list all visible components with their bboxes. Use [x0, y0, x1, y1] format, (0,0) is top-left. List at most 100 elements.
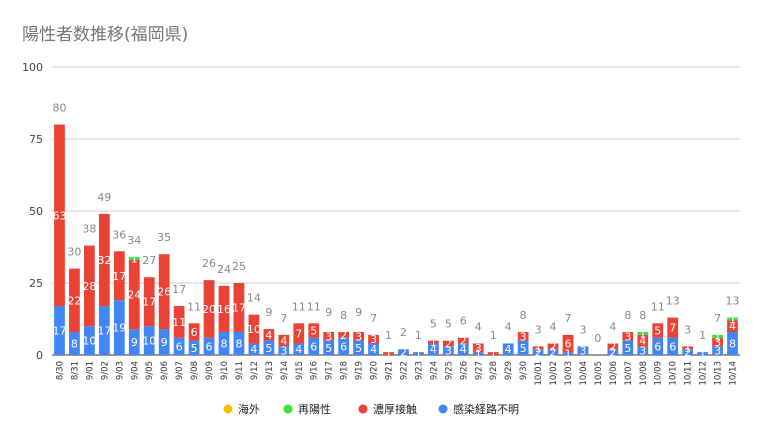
segment-label: 6 [310, 340, 317, 353]
total-label: 36 [112, 228, 126, 241]
bar-segment [218, 285, 230, 332]
x-tick-label: 9/13 [265, 361, 275, 380]
segment-label: 8 [235, 337, 242, 350]
bar-segment [428, 343, 439, 355]
x-tick-label: 9/03 [115, 361, 125, 380]
segment-label: 63 [52, 209, 66, 222]
bar-segment [308, 337, 320, 355]
total-label: 4 [505, 320, 512, 333]
bar-segment [173, 337, 185, 355]
segment-label: 1 [565, 348, 572, 361]
y-tick-label: 50 [29, 205, 43, 218]
bar-segment [128, 259, 140, 330]
bar-segment [532, 346, 544, 350]
total-label: 11 [292, 300, 306, 313]
segment-label: 8 [729, 337, 736, 350]
x-tick-label: 9/08 [190, 361, 200, 380]
bar-segment [293, 323, 305, 344]
x-tick-label: 10/04 [579, 361, 589, 386]
x-tick-label: 9/01 [85, 361, 95, 380]
segment-label: 2 [550, 346, 557, 359]
total-label: 1 [385, 329, 392, 342]
bar-segment [338, 337, 350, 355]
segment-label: 3 [325, 330, 332, 343]
x-tick-label: 10/11 [684, 361, 694, 386]
bar-segment [457, 343, 469, 355]
bar-segment [173, 306, 185, 338]
bar-segment [442, 340, 454, 347]
bar-segment [652, 323, 664, 338]
x-tick-label: 9/22 [399, 361, 409, 380]
total-label: 24 [217, 263, 231, 276]
bar-segment [293, 343, 305, 355]
legend-marker [438, 404, 448, 414]
total-label: 13 [666, 295, 680, 308]
bar-segment [248, 314, 260, 344]
x-tick-label: 10/06 [609, 361, 619, 386]
segment-label: 4 [250, 343, 257, 356]
legend-marker [283, 404, 293, 414]
x-tick-label: 10/07 [624, 361, 634, 386]
bar-segment [562, 334, 574, 353]
segment-label: 1 [490, 348, 497, 361]
segment-label: 1 [714, 330, 721, 343]
bar-segment [727, 317, 738, 321]
x-tick-label: 9/04 [130, 361, 140, 380]
segment-label: 6 [565, 337, 572, 350]
x-tick-label: 10/02 [549, 361, 559, 386]
bar-segment [652, 337, 664, 355]
x-tick-label: 10/03 [564, 361, 574, 386]
total-label: 25 [232, 260, 246, 273]
total-label: 17 [172, 283, 186, 296]
segment-label: 1 [430, 336, 437, 349]
legend-label: 海外 [238, 402, 260, 416]
x-tick-label: 9/20 [370, 361, 380, 380]
bar-segment [263, 340, 275, 355]
total-label: 4 [550, 320, 557, 333]
bar-segment [457, 337, 469, 344]
bar-segment [637, 334, 649, 347]
bar-segment [308, 323, 320, 338]
bar-segment [517, 331, 529, 341]
legend: 海外 再陽性 濃厚接触 感染経路不明 [223, 402, 519, 416]
x-tick-label: 10/13 [714, 361, 724, 386]
bar-segment [667, 317, 679, 338]
total-label: 8 [520, 309, 527, 322]
x-tick-label: 9/17 [325, 361, 335, 380]
segment-label: 8 [221, 337, 228, 350]
x-tick-label: 10/14 [729, 361, 739, 386]
segment-label: 5 [654, 325, 661, 338]
segment-label: 4 [370, 343, 377, 356]
bar-segment [323, 331, 335, 341]
segment-label: 2 [460, 335, 467, 348]
segment-label: 1 [385, 348, 392, 361]
total-label: 7 [714, 312, 721, 325]
bar-segment [383, 352, 394, 355]
y-tick-label: 0 [36, 349, 43, 362]
bar-segment [188, 340, 200, 355]
bar-segment [547, 349, 559, 355]
bar-segment [69, 331, 80, 355]
segment-label: 3 [714, 345, 721, 358]
segment-label: 11 [172, 316, 186, 329]
segment-label: 2 [609, 340, 616, 353]
bar-segment [353, 331, 364, 341]
bar-segment [562, 352, 574, 355]
bar-segment [278, 346, 290, 355]
bar-segment [428, 340, 439, 344]
segment-label: 3 [714, 336, 721, 349]
total-label: 5 [445, 318, 452, 331]
bar-segment [442, 346, 454, 355]
segment-label: 19 [112, 322, 126, 335]
segment-label: 3 [445, 345, 452, 358]
segment-label: 1 [415, 348, 422, 361]
segment-label: 3 [624, 330, 631, 343]
segment-label: 2 [400, 346, 407, 359]
x-tick-label: 9/12 [250, 361, 260, 380]
segment-label: 4 [265, 329, 272, 342]
bar-segment [54, 124, 65, 307]
segment-label: 17 [52, 325, 66, 338]
total-label: 4 [609, 320, 616, 333]
segment-label: 5 [520, 342, 527, 355]
